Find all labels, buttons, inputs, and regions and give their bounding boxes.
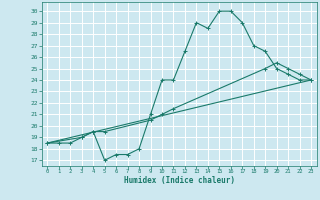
X-axis label: Humidex (Indice chaleur): Humidex (Indice chaleur) [124, 176, 235, 185]
